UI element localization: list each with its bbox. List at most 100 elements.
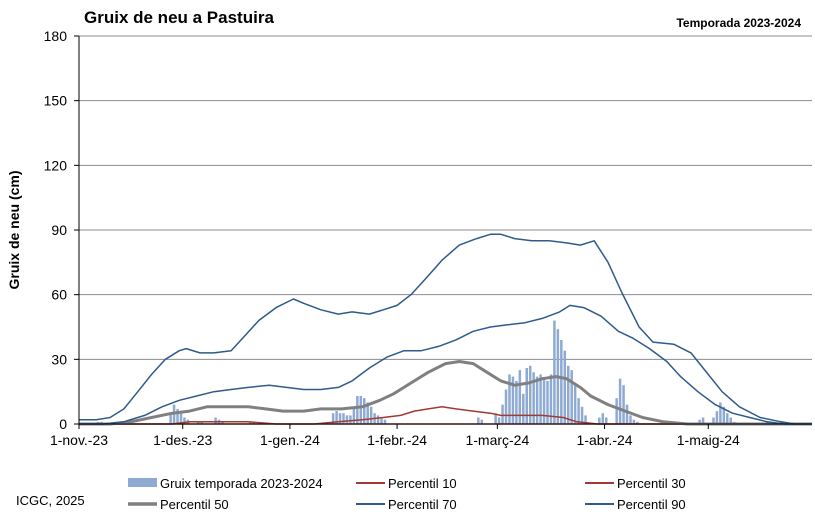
snow-depth-bar xyxy=(615,398,618,424)
snow-depth-bar xyxy=(501,404,504,424)
snow-depth-bar xyxy=(535,376,539,424)
snow-depth-bar xyxy=(553,320,556,424)
snow-depth-bar xyxy=(183,417,186,424)
snow-depth-bar xyxy=(539,374,542,424)
snow-depth-bar xyxy=(698,419,701,424)
snow-depth-bar xyxy=(598,417,601,424)
percentil-90-line xyxy=(79,233,812,425)
snow-depth-bar xyxy=(625,404,629,424)
snow-depth-bar xyxy=(335,411,338,424)
snow-depth-bar xyxy=(383,419,387,424)
snow-depth-bar xyxy=(719,402,722,424)
y-tick-label: 30 xyxy=(51,351,67,367)
legend-label: Gruix temporada 2023-2024 xyxy=(160,476,323,491)
x-tick-label: 1-abr.-24 xyxy=(577,432,633,448)
y-tick-label: 90 xyxy=(51,222,67,238)
y-tick-label: 150 xyxy=(44,93,68,109)
snow-depth-bar xyxy=(197,421,200,424)
y-tick-labels: 0 30 60 90 120 150 180 xyxy=(44,28,68,432)
snow-depth-bar xyxy=(376,415,380,424)
snow-depth-bar xyxy=(566,365,570,424)
snow-depth-bar xyxy=(494,413,497,424)
snow-depth-bar xyxy=(722,406,726,424)
x-tick-label: 1-febr.-24 xyxy=(367,432,427,448)
snow-depth-bar xyxy=(349,415,352,424)
snow-depth-bar xyxy=(525,367,528,424)
x-tick-label: 1-nov.-23 xyxy=(50,432,108,448)
snow-depth-bar xyxy=(601,413,605,424)
snow-depth-bar xyxy=(632,419,636,424)
snow-depth-bar xyxy=(338,413,342,424)
snow-depth-bar xyxy=(560,339,563,424)
snow-depth-bar xyxy=(477,417,480,424)
snow-depth-bar xyxy=(176,408,179,424)
legend: Gruix temporada 2023-2024 Percentil 10 Per… xyxy=(128,476,686,512)
snow-depth-bar xyxy=(532,372,535,424)
snow-depth-bar xyxy=(504,389,508,424)
snow-depth-bar xyxy=(584,415,587,424)
snow-depth-bar xyxy=(515,380,518,424)
snow-depth-bar xyxy=(342,413,345,424)
snow-depth-bar xyxy=(356,395,359,424)
snow-depth-bar xyxy=(214,417,217,424)
snow-depth-bar xyxy=(701,417,705,424)
percentile-lines xyxy=(79,233,812,426)
snow-depth-bar xyxy=(605,417,608,424)
season-label: Temporada 2023-2024 xyxy=(676,16,801,30)
percentil-50-line xyxy=(79,360,812,426)
snow-depth-bar xyxy=(480,419,484,424)
snow-depth-bar xyxy=(169,413,172,424)
x-tick-label: 1-maig-24 xyxy=(677,432,740,448)
snow-depth-bar xyxy=(359,395,363,424)
legend-label: Percentil 90 xyxy=(617,497,686,512)
snow-depth-bar xyxy=(549,374,553,424)
percentil-30-line xyxy=(79,406,812,425)
snow-depth-bar xyxy=(618,378,622,424)
y-axis-label: Gruix de neu (cm) xyxy=(6,170,22,289)
y-tick-label: 0 xyxy=(59,416,67,432)
snow-depth-bar xyxy=(570,370,573,424)
snow-depth-bar xyxy=(179,413,183,424)
x-tick-label: 1-des.-23 xyxy=(153,432,212,448)
snow-depth-bar xyxy=(248,421,252,424)
snow-depth-bar xyxy=(221,421,224,424)
gridlines xyxy=(74,35,812,425)
chart-title: Gruix de neu a Pastuira xyxy=(84,8,274,27)
legend-label: Percentil 10 xyxy=(388,476,457,491)
snow-depth-bar xyxy=(726,413,729,424)
snow-depth-bar xyxy=(508,374,511,424)
snow-depth-bar xyxy=(729,417,732,424)
snow-depth-bar xyxy=(522,393,525,424)
snow-depth-bar xyxy=(563,350,567,424)
snow-depth-bar xyxy=(380,417,383,424)
snow-depth-bars xyxy=(96,320,736,424)
snow-depth-bar xyxy=(622,385,625,424)
y-tick-label: 180 xyxy=(44,28,68,44)
snow-depth-bar xyxy=(366,402,369,424)
legend-label: Percentil 30 xyxy=(617,476,686,491)
snow-depth-bar xyxy=(715,411,719,424)
snow-depth-bar xyxy=(345,415,349,424)
y-tick-label: 60 xyxy=(51,287,67,303)
legend-swatch-bars xyxy=(128,478,157,487)
snow-depth-bar xyxy=(369,406,373,424)
legend-label: Percentil 50 xyxy=(160,497,229,512)
y-tick-label: 120 xyxy=(44,157,68,173)
snow-depth-bar xyxy=(573,385,577,424)
snow-depth-bar xyxy=(352,406,356,424)
x-tick-label: 1-març-24 xyxy=(465,432,529,448)
snow-depth-bar xyxy=(200,421,203,424)
snow-depth-bar xyxy=(580,406,584,424)
snow-depth-bar xyxy=(363,398,366,424)
credit-text: ICGC, 2025 xyxy=(16,493,85,508)
x-tick-label: 1-gen.-24 xyxy=(260,432,320,448)
snow-depth-bar xyxy=(629,415,632,424)
snow-depth-bar xyxy=(331,413,335,424)
snow-depth-bar xyxy=(712,417,715,424)
percentil-70-line xyxy=(79,304,812,425)
snow-depth-bar xyxy=(542,378,546,424)
snow-depth-bar xyxy=(546,380,549,424)
x-tick-labels: 1-nov.-23 1-des.-23 1-gen.-24 1-febr.-24 1-m… xyxy=(50,432,740,448)
snow-depth-bar xyxy=(518,370,522,424)
